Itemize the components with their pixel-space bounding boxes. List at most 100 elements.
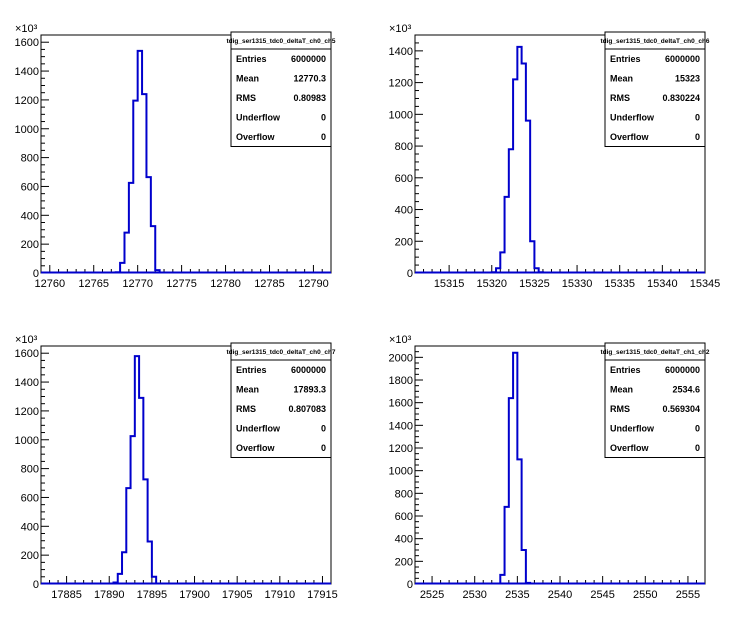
x-tick-label: 17895 [137, 589, 168, 601]
x-tick-label: 15345 [690, 278, 721, 290]
stats-label: Mean [610, 385, 633, 395]
histogram-pad-1: 12760 12765 12770 12775 12780 12785 12790 0 200 4… [15, 23, 336, 290]
stats-box: tdig_ser1315_tdc0_deltaT_ch0_ch5 Entries 6… [226, 31, 336, 147]
histogram-series [499, 351, 532, 584]
x-tick-label: 17905 [222, 589, 253, 601]
histogram-title: tdig_ser1315_tdc0_deltaT_ch0_ch6 [600, 38, 709, 45]
y-tick-label: 0 [33, 268, 39, 280]
stats-value: 0 [321, 113, 326, 123]
y-tick-label: 0 [407, 268, 413, 280]
stats-label: Mean [236, 385, 259, 395]
y-tick-label: 1800 [389, 375, 413, 387]
x-tick-label: 12775 [166, 278, 197, 290]
stats-value: 0 [321, 424, 326, 434]
histogram-pad-4: 2525 2530 2535 2540 2545 2550 2555 0 200 400 600 80… [389, 334, 710, 601]
x-tick-label: 15335 [604, 278, 635, 290]
stats-value: 15323 [675, 74, 700, 84]
x-tick-label: 17900 [179, 589, 210, 601]
y-tick-label: 400 [395, 534, 413, 546]
y-tick-label: 200 [395, 556, 413, 568]
x-tick-label: 2530 [462, 589, 486, 601]
y-tick-label: 600 [395, 173, 413, 185]
y-tick-label: 0 [407, 579, 413, 591]
stats-label: Underflow [236, 113, 281, 123]
y-axis-exponent: ×10³ [389, 23, 412, 35]
x-tick-label: 15340 [647, 278, 678, 290]
y-tick-label: 800 [395, 141, 413, 153]
stats-label: Entries [236, 54, 267, 64]
x-tick-label: 17890 [94, 589, 125, 601]
stats-value: 0 [321, 443, 326, 453]
y-tick-label: 1000 [389, 466, 413, 478]
y-tick-label: 600 [395, 511, 413, 523]
stats-label: RMS [236, 93, 256, 103]
y-tick-label: 800 [21, 464, 39, 476]
x-tick-label: 2555 [676, 589, 700, 601]
y-tick-label: 1600 [15, 348, 39, 360]
stats-label: RMS [236, 404, 256, 414]
stats-label: Underflow [610, 113, 655, 123]
stats-label: Overflow [236, 132, 276, 142]
x-tick-label: 12760 [34, 278, 65, 290]
stats-box: tdig_ser1315_tdc0_deltaT_ch1_ch2 Entries 6… [600, 342, 710, 458]
histogram-series [114, 49, 161, 274]
stats-value: 0.830224 [662, 93, 700, 103]
y-tick-label: 600 [21, 492, 39, 504]
y-axis-exponent: ×10³ [15, 334, 38, 346]
y-tick-label: 600 [21, 181, 39, 193]
y-tick-label: 1400 [15, 66, 39, 78]
histogram-pad-2: 15315 15320 15325 15330 15335 15340 15345 0 200 4… [389, 23, 721, 290]
y-tick-label: 1600 [15, 37, 39, 49]
x-tick-label: 15325 [519, 278, 550, 290]
stats-label: Mean [610, 74, 633, 84]
y-tick-label: 200 [21, 550, 39, 562]
stats-box-border [604, 31, 706, 147]
y-tick-label: 1200 [389, 78, 413, 90]
y-axis-exponent: ×10³ [15, 23, 38, 35]
y-tick-label: 800 [395, 488, 413, 500]
stats-label: Mean [236, 74, 259, 84]
x-tick-label: 12770 [122, 278, 153, 290]
stats-box: tdig_ser1315_tdc0_deltaT_ch0_ch6 Entries 6… [600, 31, 710, 147]
y-tick-label: 1000 [389, 109, 413, 121]
y-tick-label: 2000 [389, 352, 413, 364]
stats-label: Entries [610, 365, 641, 375]
x-tick-label: 15320 [476, 278, 507, 290]
y-tick-label: 400 [21, 210, 39, 222]
stats-box: tdig_ser1315_tdc0_deltaT_ch0_ch7 Entries 6… [226, 342, 336, 458]
y-tick-label: 1200 [15, 95, 39, 107]
stats-value: 0 [695, 113, 700, 123]
histogram-title: tdig_ser1315_tdc0_deltaT_ch0_ch7 [226, 349, 335, 356]
y-tick-label: 1400 [15, 377, 39, 389]
stats-value: 0 [695, 132, 700, 142]
stats-value: 0.80983 [293, 93, 326, 103]
stats-label: Underflow [236, 424, 281, 434]
stats-box-border [230, 31, 332, 147]
stats-value: 6000000 [665, 54, 700, 64]
x-tick-label: 2545 [590, 589, 614, 601]
y-tick-label: 800 [21, 153, 39, 165]
stats-label: Underflow [610, 424, 655, 434]
stats-value: 0.807083 [288, 404, 326, 414]
stats-value: 6000000 [291, 365, 326, 375]
x-tick-label: 12785 [254, 278, 285, 290]
stats-value: 0.569304 [662, 404, 700, 414]
stats-label: Entries [610, 54, 641, 64]
x-tick-label: 17885 [51, 589, 82, 601]
x-tick-label: 15330 [562, 278, 593, 290]
y-tick-label: 1200 [389, 443, 413, 455]
histogram-bin [517, 47, 521, 273]
y-tick-label: 1400 [389, 46, 413, 58]
histogram-title: tdig_ser1315_tdc0_deltaT_ch0_ch5 [226, 38, 335, 45]
histogram-series [490, 45, 544, 274]
y-tick-label: 1000 [15, 435, 39, 447]
y-tick-label: 400 [21, 521, 39, 533]
y-tick-label: 1600 [389, 398, 413, 410]
stats-label: Overflow [236, 443, 276, 453]
histogram-series [112, 355, 158, 584]
y-tick-label: 1400 [389, 420, 413, 432]
stats-value: 0 [695, 424, 700, 434]
y-tick-label: 0 [33, 579, 39, 591]
y-tick-label: 200 [395, 236, 413, 248]
